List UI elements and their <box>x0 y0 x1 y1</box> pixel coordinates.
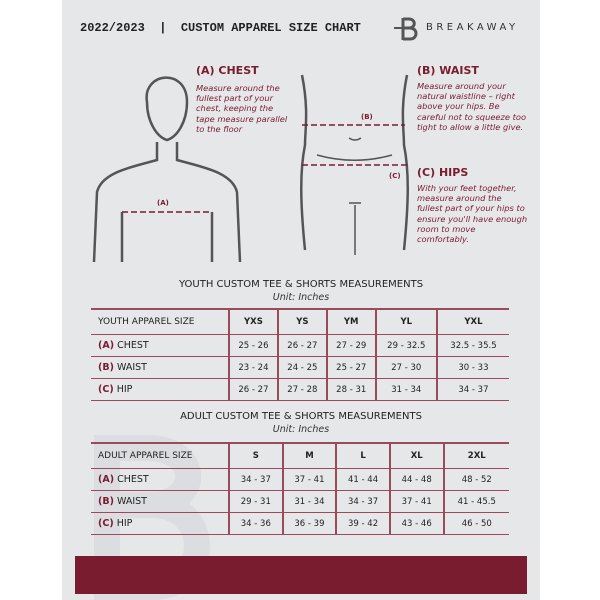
measurement-value: 36 - 39 <box>281 512 337 535</box>
measurement-value: 39 - 42 <box>335 512 390 535</box>
table-header-row: YOUTH APPAREL SIZE YXS YS YM YL YXL <box>91 308 509 335</box>
measurement-value: 41 - 44 <box>335 468 390 491</box>
chest-heading: (A) CHEST <box>196 64 259 77</box>
table-row: (B) WAIST 29 - 31 31 - 34 34 - 37 37 - 41 41 … <box>91 490 509 513</box>
measurement-name: WAIST <box>116 496 147 507</box>
measurement-value: 26 - 27 <box>276 334 327 357</box>
measurement-value: 27 - 29 <box>325 334 376 357</box>
adult-unit: Unit: Inches <box>272 424 330 435</box>
breakaway-logo-icon <box>394 17 418 41</box>
size-header: L <box>335 442 390 469</box>
brand-name: BREAKAWAY <box>426 22 519 33</box>
measurement-label: (A) CHEST <box>91 468 229 491</box>
measurement-value: 29 - 31 <box>228 490 283 513</box>
adult-table-title: ADULT CUSTOM TEE & SHORTS MEASUREMENTS <box>180 411 422 422</box>
waist-instructions: Measure around your natural waistline – … <box>417 81 527 132</box>
measurement-value: 44 - 48 <box>388 468 444 491</box>
measurement-name: HIP <box>116 518 133 529</box>
measurement-value: 31 - 34 <box>374 378 437 401</box>
size-header: YM <box>325 308 376 335</box>
table-row: (A) CHEST 25 - 26 26 - 27 27 - 29 29 - 32.5 3… <box>91 334 509 357</box>
table-header-row: ADULT APPAREL SIZE S M L XL 2XL <box>91 442 509 469</box>
measurement-label: (B) WAIST <box>91 356 229 379</box>
size-header: S <box>228 442 283 469</box>
measurement-value: 28 - 31 <box>325 378 376 401</box>
hips-marker: (C) <box>389 172 401 180</box>
size-label: ADULT APPAREL SIZE <box>91 442 229 469</box>
measurement-value: 27 - 28 <box>276 378 327 401</box>
size-label: YOUTH APPAREL SIZE <box>91 308 229 335</box>
chest-marker: (A) <box>157 199 169 207</box>
hips-instructions: With your feet together, measure around … <box>417 183 528 245</box>
measurement-value: 23 - 24 <box>228 356 278 379</box>
measurement-value: 34 - 36 <box>228 512 283 535</box>
measurement-value: 32.5 - 35.5 <box>435 334 509 357</box>
measurement-name: WAIST <box>116 362 147 373</box>
table-row: (B) WAIST 23 - 24 24 - 25 25 - 27 27 - 30 30 … <box>91 356 509 379</box>
measurement-value: 29 - 32.5 <box>374 334 437 357</box>
table-row: (C) HIP 26 - 27 27 - 28 28 - 31 31 - 34 34 - … <box>91 378 509 401</box>
size-header: 2XL <box>442 442 509 469</box>
measurement-value: 43 - 46 <box>388 512 444 535</box>
measurement-code: (A) <box>98 474 115 485</box>
measurement-label: (C) HIP <box>91 378 229 401</box>
size-chart-page: 2022/2023 | CUSTOM APPAREL SIZE CHART BR… <box>62 0 540 600</box>
waist-heading: (B) WAIST <box>417 64 479 77</box>
measurement-code: (C) <box>98 518 114 529</box>
adult-size-table: ADULT APPAREL SIZE S M L XL 2XL (A) CHEST 34 - … <box>91 442 509 535</box>
measurement-name: HIP <box>116 384 133 395</box>
measurement-value: 41 - 45.5 <box>442 490 509 513</box>
measurement-value: 37 - 41 <box>281 468 337 491</box>
youth-unit: Unit: Inches <box>272 292 330 303</box>
measurement-label: (B) WAIST <box>91 490 229 513</box>
measurement-value: 48 - 52 <box>442 468 509 491</box>
youth-size-table: YOUTH APPAREL SIZE YXS YS YM YL YXL (A) CHEST 2… <box>91 308 509 401</box>
chest-instructions: Measure around the fullest part of your … <box>196 83 288 134</box>
measurement-value: 31 - 34 <box>281 490 337 513</box>
youth-table-title: YOUTH CUSTOM TEE & SHORTS MEASUREMENTS <box>178 279 424 290</box>
size-header: YS <box>276 308 327 335</box>
measurement-code: (A) <box>98 340 115 351</box>
size-header: YXL <box>435 308 509 335</box>
upper-body-figure <box>92 76 242 262</box>
measurement-value: 24 - 25 <box>276 356 327 379</box>
measurement-value: 26 - 27 <box>228 378 278 401</box>
measurement-value: 25 - 26 <box>228 334 278 357</box>
measurement-label: (A) CHEST <box>91 334 229 357</box>
measurement-label: (C) HIP <box>91 512 229 535</box>
size-header: YXS <box>228 308 278 335</box>
measurement-value: 25 - 27 <box>325 356 376 379</box>
measurement-value: 30 - 33 <box>435 356 509 379</box>
measurement-code: (C) <box>98 384 114 395</box>
measurement-value: 34 - 37 <box>228 468 283 491</box>
lower-body-figure <box>300 74 409 255</box>
size-header: M <box>281 442 337 469</box>
waist-marker: (B) <box>361 113 373 121</box>
hips-heading: (C) HIPS <box>417 166 469 179</box>
size-header: YL <box>374 308 437 335</box>
measurement-value: 37 - 41 <box>388 490 444 513</box>
measurement-name: CHEST <box>117 474 149 485</box>
size-header: XL <box>388 442 444 469</box>
footer-band <box>75 556 527 594</box>
measurement-value: 27 - 30 <box>374 356 437 379</box>
page-title: 2022/2023 | CUSTOM APPAREL SIZE CHART <box>80 21 361 35</box>
measurement-value: 34 - 37 <box>435 378 509 401</box>
table-row: (A) CHEST 34 - 37 37 - 41 41 - 44 44 - 48 48 … <box>91 468 509 491</box>
measurement-name: CHEST <box>117 340 149 351</box>
measurement-code: (B) <box>98 496 114 507</box>
measurement-value: 46 - 50 <box>442 512 509 535</box>
table-row: (C) HIP 34 - 36 36 - 39 39 - 42 43 - 46 46 - … <box>91 512 509 535</box>
measurement-value: 34 - 37 <box>335 490 390 513</box>
measurement-code: (B) <box>98 362 114 373</box>
